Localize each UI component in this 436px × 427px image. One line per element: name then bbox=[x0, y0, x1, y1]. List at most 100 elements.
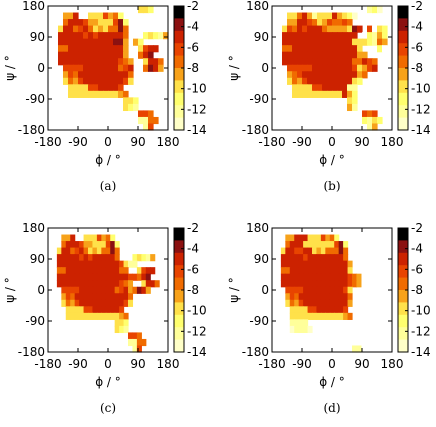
heat-cell bbox=[322, 58, 328, 66]
colorbar-segment bbox=[398, 341, 408, 345]
colorbar-segment bbox=[398, 39, 408, 42]
heat-cell bbox=[303, 306, 309, 314]
heat-cell bbox=[372, 38, 378, 46]
heat-cell bbox=[327, 32, 333, 40]
heat-cell bbox=[56, 273, 62, 281]
heat-cell bbox=[294, 254, 300, 262]
heat-cell bbox=[317, 84, 323, 92]
heat-cell bbox=[98, 77, 104, 85]
colorbar-segment bbox=[174, 88, 184, 92]
heat-cell bbox=[367, 58, 373, 66]
heat-cell bbox=[317, 25, 323, 33]
colorbar-segment bbox=[174, 240, 184, 244]
colorbar-segment bbox=[398, 12, 408, 15]
colorbar-tick-label: -4 bbox=[187, 242, 199, 256]
heat-cell bbox=[317, 12, 323, 20]
colorbar-tick-label: -12 bbox=[187, 102, 207, 116]
heat-cell bbox=[136, 345, 142, 353]
heat-cell bbox=[347, 58, 353, 66]
heat-cell bbox=[307, 84, 313, 92]
heat-cell bbox=[322, 25, 328, 33]
colorbar-segment bbox=[174, 310, 184, 314]
heat-cell bbox=[298, 247, 304, 255]
heat-cell bbox=[292, 32, 298, 40]
heat-cell bbox=[145, 267, 151, 275]
heat-cell bbox=[334, 299, 340, 307]
heat-cell bbox=[332, 51, 338, 59]
x-tick-label: -180 bbox=[34, 357, 61, 371]
heat-cell bbox=[70, 247, 76, 255]
heat-cell bbox=[123, 267, 129, 275]
heat-cell bbox=[56, 247, 62, 255]
heat-cell bbox=[382, 38, 388, 46]
heat-cell bbox=[74, 254, 80, 262]
heat-cell bbox=[96, 306, 102, 314]
heat-cell bbox=[303, 267, 309, 275]
heat-cell bbox=[342, 19, 348, 27]
heat-cell bbox=[105, 273, 111, 281]
heat-cell bbox=[329, 299, 335, 307]
heat-cell bbox=[98, 38, 104, 46]
heat-cell bbox=[280, 254, 286, 262]
colorbar-segment bbox=[398, 92, 408, 96]
colorbar-segment bbox=[174, 121, 184, 125]
heat-cell bbox=[143, 6, 149, 14]
heat-cell bbox=[114, 325, 120, 334]
heat-cell bbox=[298, 241, 304, 249]
heat-cell bbox=[342, 84, 348, 92]
colorbar-segment bbox=[174, 78, 184, 81]
heat-cell bbox=[343, 286, 349, 294]
heat-cell bbox=[79, 241, 85, 249]
colorbar-segment bbox=[398, 20, 408, 24]
heat-cell bbox=[74, 273, 80, 281]
heat-cell bbox=[285, 247, 291, 255]
heat-cell bbox=[108, 25, 114, 33]
heat-cell bbox=[352, 280, 358, 288]
heat-cell bbox=[79, 306, 85, 314]
heat-cell bbox=[332, 58, 338, 66]
colorbar-segment bbox=[398, 78, 408, 81]
heat-cell bbox=[292, 84, 298, 92]
heat-cell bbox=[289, 241, 295, 249]
heat-cell bbox=[285, 260, 291, 268]
heat-cell bbox=[98, 45, 104, 53]
colorbar-segment bbox=[398, 252, 408, 256]
heat-cell bbox=[88, 19, 94, 27]
x-axis-label: ϕ / ° bbox=[95, 153, 121, 167]
heat-cell bbox=[322, 19, 328, 27]
heat-cell bbox=[96, 260, 102, 268]
heat-cell bbox=[297, 51, 303, 59]
heat-cell bbox=[73, 58, 79, 66]
heat-cell bbox=[285, 234, 291, 242]
heat-cell bbox=[282, 45, 288, 53]
heat-cell bbox=[303, 247, 309, 255]
heat-cell bbox=[83, 58, 89, 66]
heat-cell bbox=[357, 64, 363, 72]
heat-cell bbox=[93, 19, 99, 27]
heat-cell bbox=[108, 64, 114, 72]
heat-cell bbox=[307, 312, 313, 320]
colorbar-segment bbox=[398, 16, 408, 19]
heat-cell bbox=[78, 71, 84, 79]
heat-cell bbox=[123, 280, 129, 288]
heat-cell bbox=[329, 241, 335, 249]
heat-cell bbox=[347, 64, 353, 72]
heat-cell bbox=[143, 45, 149, 53]
colorbar-segment bbox=[174, 49, 184, 53]
heat-cell bbox=[322, 12, 328, 20]
heat-cell bbox=[347, 280, 353, 288]
heat-cell bbox=[70, 299, 76, 307]
colorbar-segment bbox=[174, 283, 184, 287]
x-tick-label: -90 bbox=[292, 357, 312, 371]
heat-cell bbox=[70, 241, 76, 249]
colorbar-segment bbox=[398, 275, 408, 279]
heat-cell bbox=[83, 84, 89, 92]
heat-cell bbox=[312, 45, 318, 53]
heat-cell bbox=[101, 254, 107, 262]
heat-cell bbox=[98, 58, 104, 66]
colorbar-segment bbox=[174, 26, 184, 30]
heat-cell bbox=[63, 71, 69, 79]
heat-cell bbox=[123, 19, 129, 27]
heat-cell bbox=[285, 241, 291, 249]
heat-cell bbox=[342, 45, 348, 53]
